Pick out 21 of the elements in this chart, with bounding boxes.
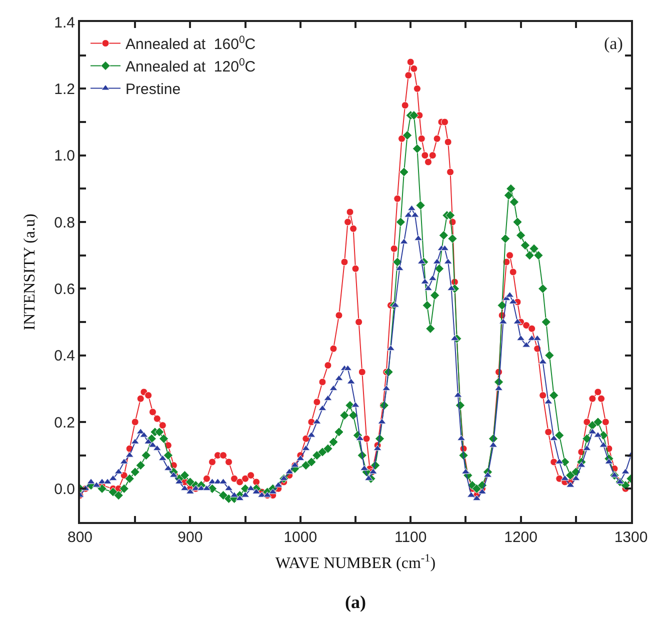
x-tick-label: 1300 [614, 529, 648, 546]
y-tick-label: 0.2 [54, 414, 75, 432]
x-tick-label: 1100 [394, 529, 427, 546]
x-tick-label: 1200 [504, 529, 538, 546]
x-tick-label: 800 [67, 529, 93, 546]
y-tick-label: 1.4 [54, 14, 75, 32]
legend-label: Prestine [126, 81, 181, 98]
x-axis-title: WAVE NUMBER (cm$^{-1}$) [275, 552, 436, 572]
x-tick-label: 1000 [284, 529, 318, 546]
y-tick-label: 0.0 [54, 480, 75, 498]
y-tick-label: 1.2 [54, 80, 75, 98]
y-tick-label: 0.8 [54, 214, 75, 232]
y-tick-label: 0.4 [54, 348, 75, 365]
y-axis-title: INTENSITY (a.u) [22, 214, 39, 330]
annotation: (a) [604, 34, 623, 53]
x-tick-label: 900 [178, 529, 203, 546]
text: (a) [345, 592, 366, 612]
legend-label: Annealed at 160$^{0}$C [126, 34, 256, 54]
y-tick-label: 1.0 [54, 148, 75, 165]
y-tick-label: 0.6 [54, 280, 75, 298]
legend-label: Annealed at 120$^{0}$C [126, 56, 256, 76]
